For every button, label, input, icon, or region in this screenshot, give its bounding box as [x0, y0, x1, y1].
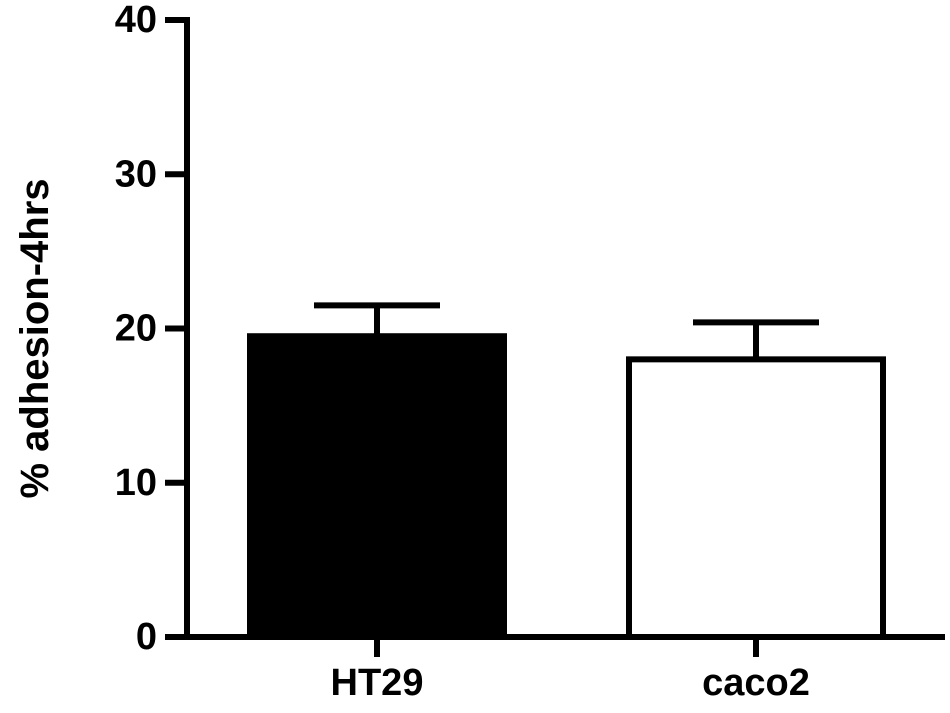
- y-axis-label: % adhesion-4hrs: [13, 178, 57, 498]
- y-tick-label: 40: [115, 0, 157, 41]
- y-tick-label: 20: [115, 308, 157, 350]
- x-tick-label: HT29: [331, 662, 424, 704]
- y-axis-ticks: 0 10 20 30 40: [115, 0, 187, 658]
- bar-caco2: [626, 356, 886, 640]
- y-tick-label: 0: [136, 616, 157, 658]
- bar-ht29: [247, 333, 507, 640]
- error-bars: [314, 302, 819, 360]
- x-tick-label: caco2: [702, 662, 810, 704]
- y-tick-label: 10: [115, 462, 157, 504]
- x-axis-ticks: HT29 caco2: [331, 637, 810, 704]
- axes: [184, 17, 945, 640]
- y-tick-label: 30: [115, 153, 157, 195]
- bars: [247, 333, 886, 640]
